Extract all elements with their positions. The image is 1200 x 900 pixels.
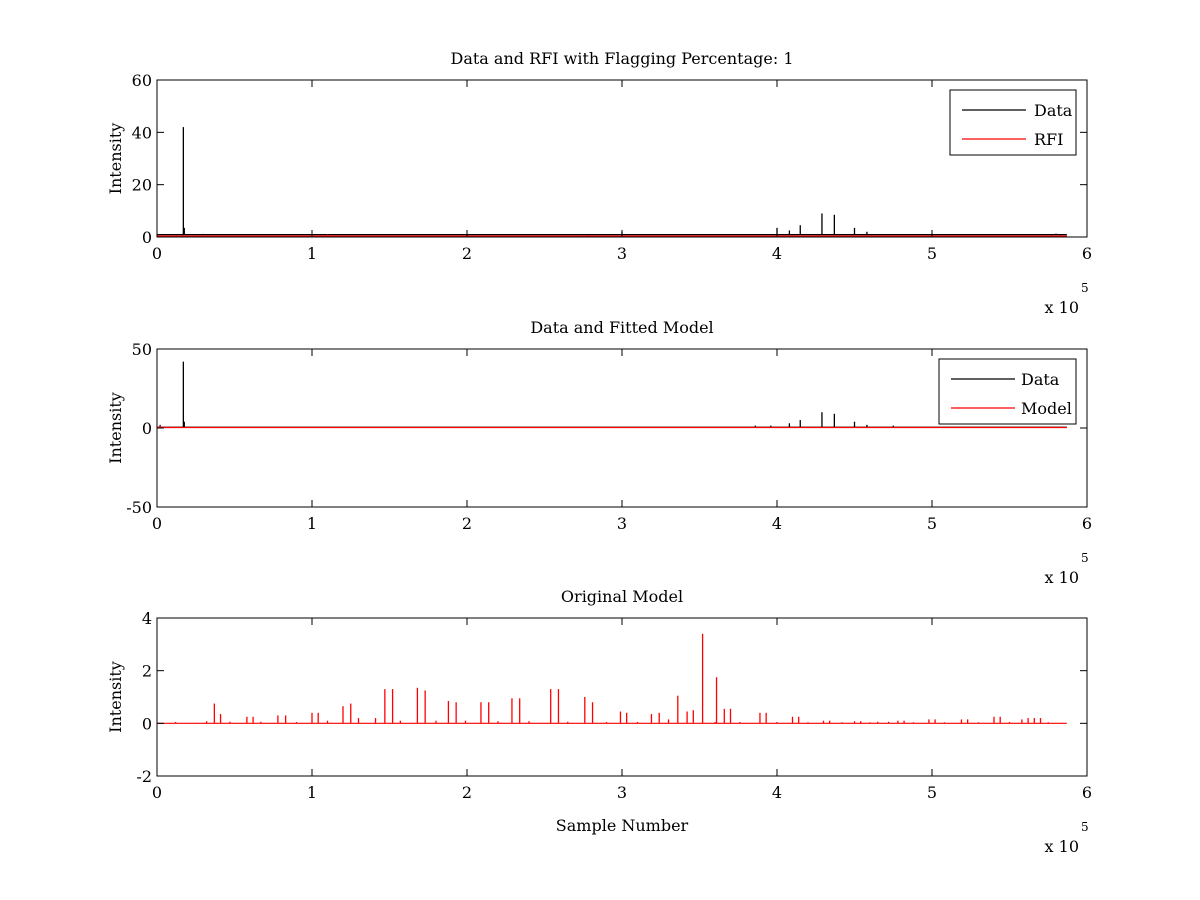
plot-frame [156,79,1088,238]
series-data-1 [157,127,1067,236]
x-tick-label: 2 [462,514,472,533]
legend-box [949,89,1077,156]
x-tick-label: 1 [307,783,317,802]
legend: Data RFI [949,89,1077,156]
y-tick-label: 50 [132,340,152,359]
x-multiplier-label: x 10 [1045,837,1079,856]
y-tick-label: 0 [142,228,152,247]
y-tick-label: 4 [142,609,152,628]
plot-frame [156,617,1088,777]
x-tick-label: 4 [772,244,782,263]
x-tick-label: 0 [152,244,162,263]
x-tick-label: 3 [617,244,627,263]
y-tick-label: 60 [132,71,152,90]
y-tick-label: 0 [142,714,152,733]
x-tick-label: 5 [927,244,937,263]
x-multiplier-exponent: 5 [1081,281,1089,295]
legend: Data Model [938,358,1077,425]
legend-entry: Data [1034,101,1073,120]
y-tick-label: 0 [142,419,152,438]
chart-title: Original Model [561,587,683,606]
series-rfi-1 [157,234,1067,237]
legend-box [938,358,1077,425]
y-axis-label: Intensity [106,123,125,195]
x-tick-label: 4 [772,514,782,533]
x-tick-label: 5 [927,514,937,533]
x-multiplier-exponent: 5 [1081,820,1089,834]
y-axis-label: Intensity [106,392,125,464]
x-tick-label: 6 [1082,783,1092,802]
y-tick-label: 20 [132,176,152,195]
legend-entry: Data [1021,370,1060,389]
x-multiplier-label: x 10 [1045,568,1079,587]
x-tick-label: 3 [617,783,627,802]
y-tick-label: -2 [136,767,152,786]
series-model-2 [157,425,1067,429]
x-tick-label: 4 [772,783,782,802]
x-tick-label: 5 [927,783,937,802]
y-tick-label: -50 [126,498,152,517]
x-tick-label: 0 [152,783,162,802]
y-axis-label: Intensity [106,661,125,733]
legend-entry: RFI [1034,130,1063,149]
chart-title: Data and Fitted Model [530,318,713,337]
x-tick-label: 6 [1082,244,1092,263]
series-model-3 [157,633,1067,724]
x-tick-label: 2 [462,244,472,263]
y-tick-label: 2 [142,662,152,681]
x-tick-label: 2 [462,783,472,802]
x-multiplier-exponent: 5 [1081,551,1089,565]
x-multiplier-label: x 10 [1045,298,1079,317]
x-tick-label: 1 [307,514,317,533]
x-tick-label: 1 [307,244,317,263]
chart-title: Data and RFI with Flagging Percentage: 1 [450,49,793,68]
y-tick-label: 40 [132,123,152,142]
x-axis-label: Sample Number [556,816,689,835]
legend-entry: Model [1021,399,1072,418]
x-tick-label: 6 [1082,514,1092,533]
x-tick-label: 3 [617,514,627,533]
x-tick-label: 0 [152,514,162,533]
